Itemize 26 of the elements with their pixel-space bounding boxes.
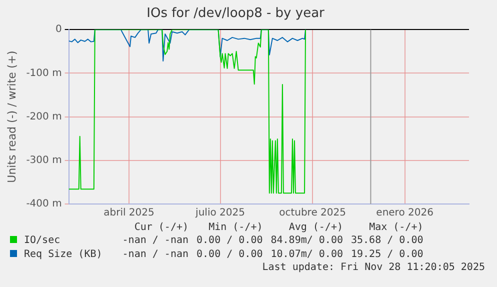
y-tick-label: -400 m bbox=[26, 198, 62, 210]
y-axis-title: Units read (-) / write (+) bbox=[5, 50, 18, 183]
legend-label: IO/sec bbox=[23, 234, 62, 248]
text: -nan / -nan bbox=[121, 248, 189, 262]
text: 0.00 / 0.00 bbox=[196, 234, 263, 248]
y-tick-label: 0 bbox=[55, 24, 62, 36]
y-tick-label: -300 m bbox=[26, 154, 62, 166]
text: -nan / -nan bbox=[121, 234, 189, 248]
x-tick-label: octubre 2025 bbox=[279, 208, 346, 219]
text: 10.07m/ 0.00 bbox=[270, 248, 343, 262]
text: Max (-/+) bbox=[368, 222, 424, 234]
text: Avg (-/+) bbox=[288, 222, 343, 234]
y-tick-label: -100 m bbox=[26, 68, 62, 79]
x-tick-label: julio 2025 bbox=[194, 208, 245, 219]
text: Cur (-/+) bbox=[133, 222, 189, 234]
text: 35.68 / 0.00 bbox=[350, 234, 424, 248]
text: 19.25 / 0.00 bbox=[350, 248, 424, 262]
text: 0.00 / 0.00 bbox=[196, 248, 263, 262]
text: Min (-/+) bbox=[208, 222, 263, 234]
x-tick-label: enero 2026 bbox=[376, 208, 434, 219]
y-tick-label: -200 m bbox=[26, 111, 62, 122]
x-tick-label: abril 2025 bbox=[104, 208, 154, 219]
legend-label: Req Size (KB) bbox=[23, 248, 104, 262]
text: Last update: Fri Nov 28 11:20:05 2025 bbox=[261, 262, 486, 274]
chart-title: IOs for /dev/loop8 - by year bbox=[146, 6, 326, 22]
text: 84.89m/ 0.00 bbox=[270, 234, 343, 248]
